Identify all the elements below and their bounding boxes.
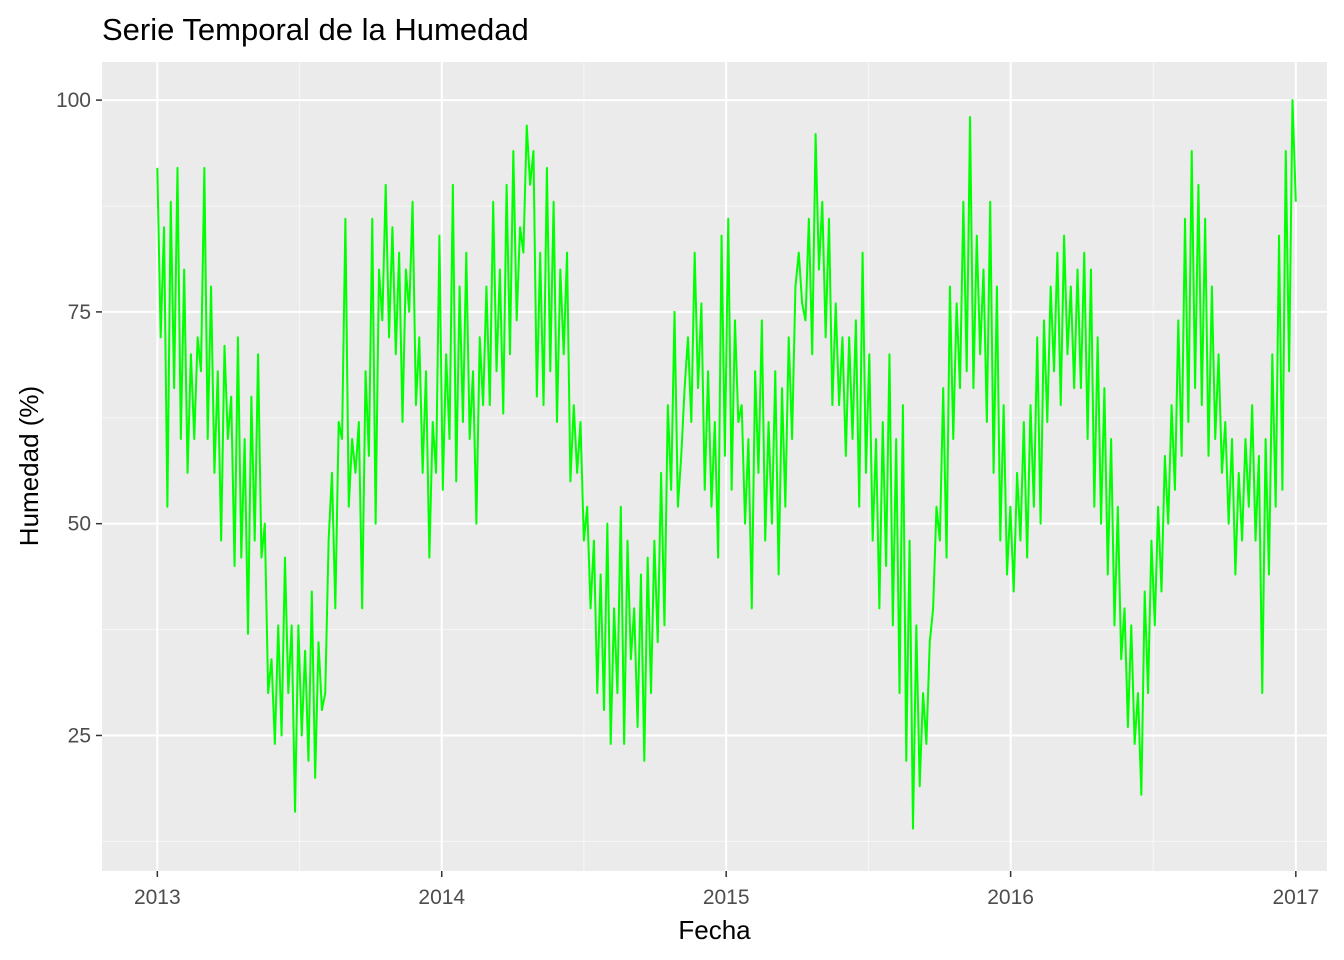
x-axis-title: Fecha	[678, 915, 751, 945]
series-layer	[156, 99, 1297, 830]
y-tick-label: 50	[68, 513, 91, 536]
y-tick-label: 75	[68, 301, 91, 324]
x-tick-label: 2017	[1272, 886, 1319, 909]
grid-major	[102, 62, 1327, 871]
chart-title: Serie Temporal de la Humedad	[102, 12, 529, 47]
grid-minor	[102, 62, 1327, 871]
humidity-series-line	[156, 99, 1297, 830]
y-axis-title: Humedad (%)	[14, 386, 44, 546]
x-axis-ticks: 2013 2014 2015 2016 2017	[134, 871, 1319, 909]
x-tick-label: 2014	[418, 886, 465, 909]
x-tick-label: 2016	[987, 886, 1034, 909]
y-tick-label: 25	[68, 724, 91, 747]
plot-panel	[102, 62, 1327, 871]
x-tick-label: 2015	[703, 886, 750, 909]
x-tick-label: 2013	[134, 886, 181, 909]
y-axis-ticks: 25 50 75 100	[56, 89, 102, 747]
y-tick-label: 100	[56, 89, 91, 112]
